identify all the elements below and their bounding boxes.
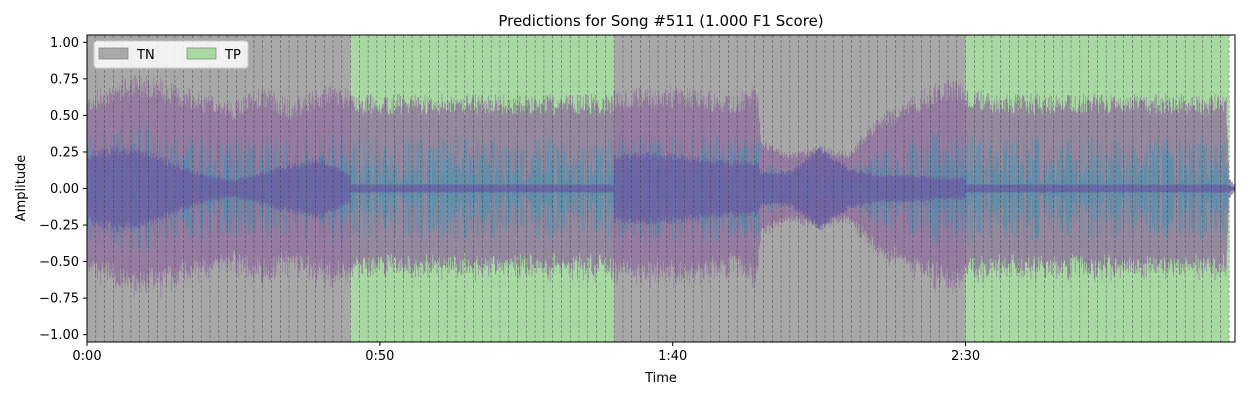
chart-title: Predictions for Song #511 (1.000 F1 Scor… [498,12,823,30]
waveform-inner [87,144,1235,233]
y-axis-label: Amplitude [14,155,29,222]
y-tick-label: 0.25 [50,145,79,160]
x-axis-ticks: 0:00 0:50 1:40 2:30 [72,342,980,364]
y-tick-label: −0.75 [39,292,79,307]
y-tick-label: 0.50 [50,109,79,124]
legend-label-tp: TP [224,48,241,63]
x-tick-label: 0:50 [365,349,394,364]
y-tick-label: 0.75 [50,72,79,87]
y-tick-label: −0.25 [39,219,79,234]
legend: TN TP [93,40,249,69]
y-tick-label: −0.50 [39,255,79,270]
x-axis-label: Time [644,371,677,386]
beat-markers [95,35,1230,342]
y-tick-label: 0.00 [50,182,79,197]
waveform [87,75,1235,298]
y-tick-label: −1.00 [39,328,79,343]
x-tick-label: 0:00 [72,349,101,364]
y-tick-label: 1.00 [50,36,79,51]
legend-swatch-tn [98,47,129,60]
x-tick-label: 2:30 [951,349,980,364]
legend-swatch-tp [186,47,217,60]
x-tick-label: 1:40 [658,349,687,364]
y-axis-ticks: 1.00 0.75 0.50 0.25 0.00 −0.25 −0.50 −0.75 −1.00 [39,36,87,343]
legend-label-tn: TN [136,48,155,63]
